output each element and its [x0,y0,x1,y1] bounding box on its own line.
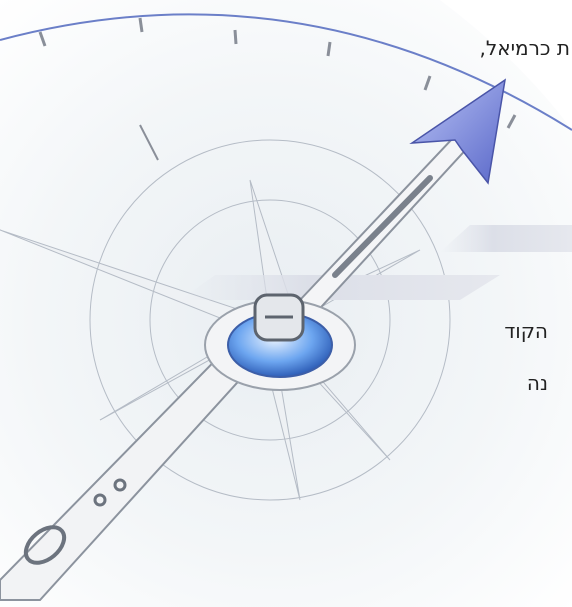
text-line: הקוד [504,319,548,343]
banner-band [440,225,572,252]
text-line: ת כרמיאל, [479,36,570,60]
needle-hole [23,525,67,565]
needle-hole [93,493,107,507]
needle-slot [332,175,433,278]
dial-ticks [38,17,517,161]
needle-hole [113,478,127,492]
text-line: נה [527,371,548,395]
arrow-head [409,78,507,185]
